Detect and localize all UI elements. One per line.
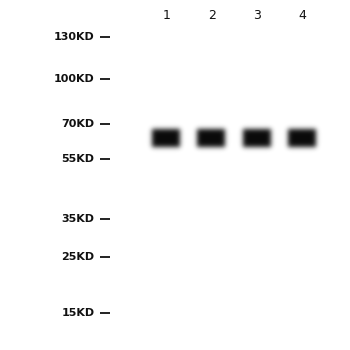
Text: 3: 3 <box>253 9 261 22</box>
Text: 55KD: 55KD <box>62 154 94 164</box>
Text: 4: 4 <box>299 9 307 22</box>
Text: 35KD: 35KD <box>62 214 94 224</box>
Text: 25KD: 25KD <box>61 252 94 262</box>
Text: 100KD: 100KD <box>54 74 94 84</box>
Text: 2: 2 <box>208 9 216 22</box>
Text: 1: 1 <box>162 9 170 22</box>
Text: 130KD: 130KD <box>54 32 94 42</box>
Text: 15KD: 15KD <box>61 308 94 318</box>
Text: 70KD: 70KD <box>61 119 94 129</box>
